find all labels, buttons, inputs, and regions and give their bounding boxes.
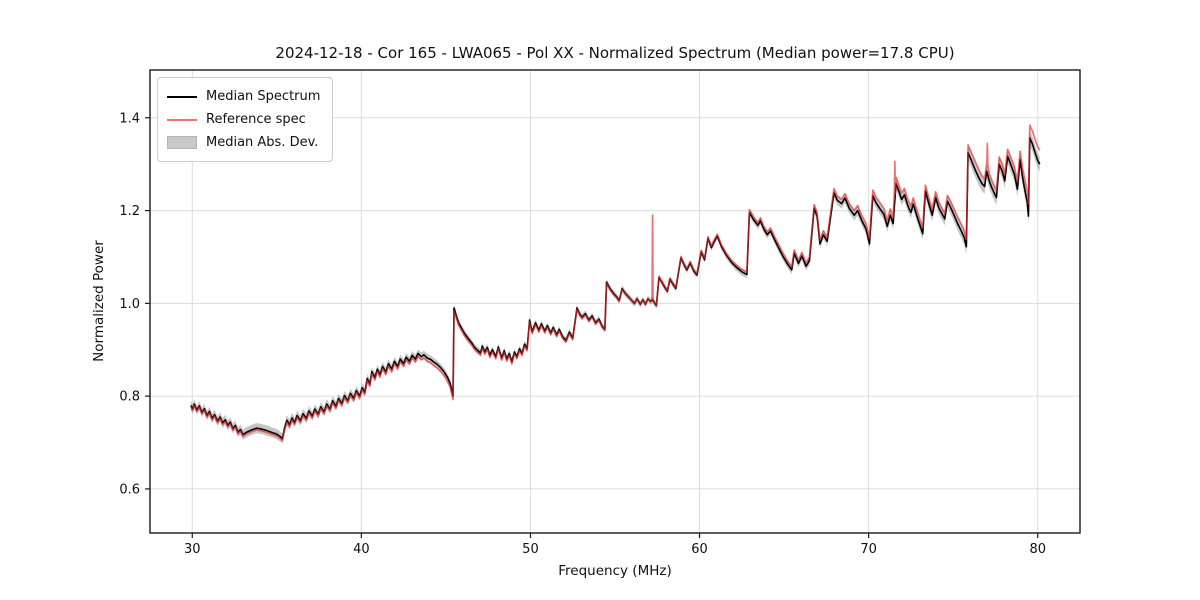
legend-label: Median Abs. Dev. xyxy=(206,135,319,150)
x-tick-label: 60 xyxy=(691,542,708,557)
legend-label: Reference spec xyxy=(206,112,306,127)
median-abs-dev-patch-swatch xyxy=(167,136,197,149)
x-axis-label: Frequency (MHz) xyxy=(558,563,672,579)
legend: Median Spectrum Reference spec Median Ab… xyxy=(157,77,334,162)
x-tick-label: 40 xyxy=(353,542,370,557)
axes-spines xyxy=(149,69,1081,534)
y-tick-label: 1.4 xyxy=(119,111,140,126)
median-spectrum-line xyxy=(190,136,1041,440)
y-tick-label: 1.0 xyxy=(119,297,140,312)
y-tick-label: 0.8 xyxy=(119,390,140,405)
legend-item-median-abs-dev: Median Abs. Dev. xyxy=(167,131,320,154)
x-tick-label: 80 xyxy=(1029,542,1046,557)
legend-item-reference-spec: Reference spec xyxy=(167,108,320,131)
x-tick-label: 50 xyxy=(522,542,539,557)
reference-spec-line-swatch xyxy=(167,118,197,121)
median-spectrum-line-swatch xyxy=(167,95,197,98)
y-tick-label: 0.6 xyxy=(119,482,140,497)
legend-item-median-spectrum: Median Spectrum xyxy=(167,85,320,108)
chart-title: 2024-12-18 - Cor 165 - LWA065 - Pol XX -… xyxy=(275,44,955,62)
median-abs-dev-band xyxy=(190,130,1040,444)
legend-label: Median Spectrum xyxy=(206,89,321,104)
x-tick-label: 30 xyxy=(184,542,201,557)
y-axis-label: Normalized Power xyxy=(91,240,107,362)
axis-ticks: 30 40 50 60 70 80 0.6 0.8 1.0 1.2 1.4 xyxy=(119,111,1046,557)
y-tick-label: 1.2 xyxy=(119,204,140,219)
x-tick-label: 70 xyxy=(860,542,877,557)
reference-spec-line xyxy=(190,124,1041,442)
